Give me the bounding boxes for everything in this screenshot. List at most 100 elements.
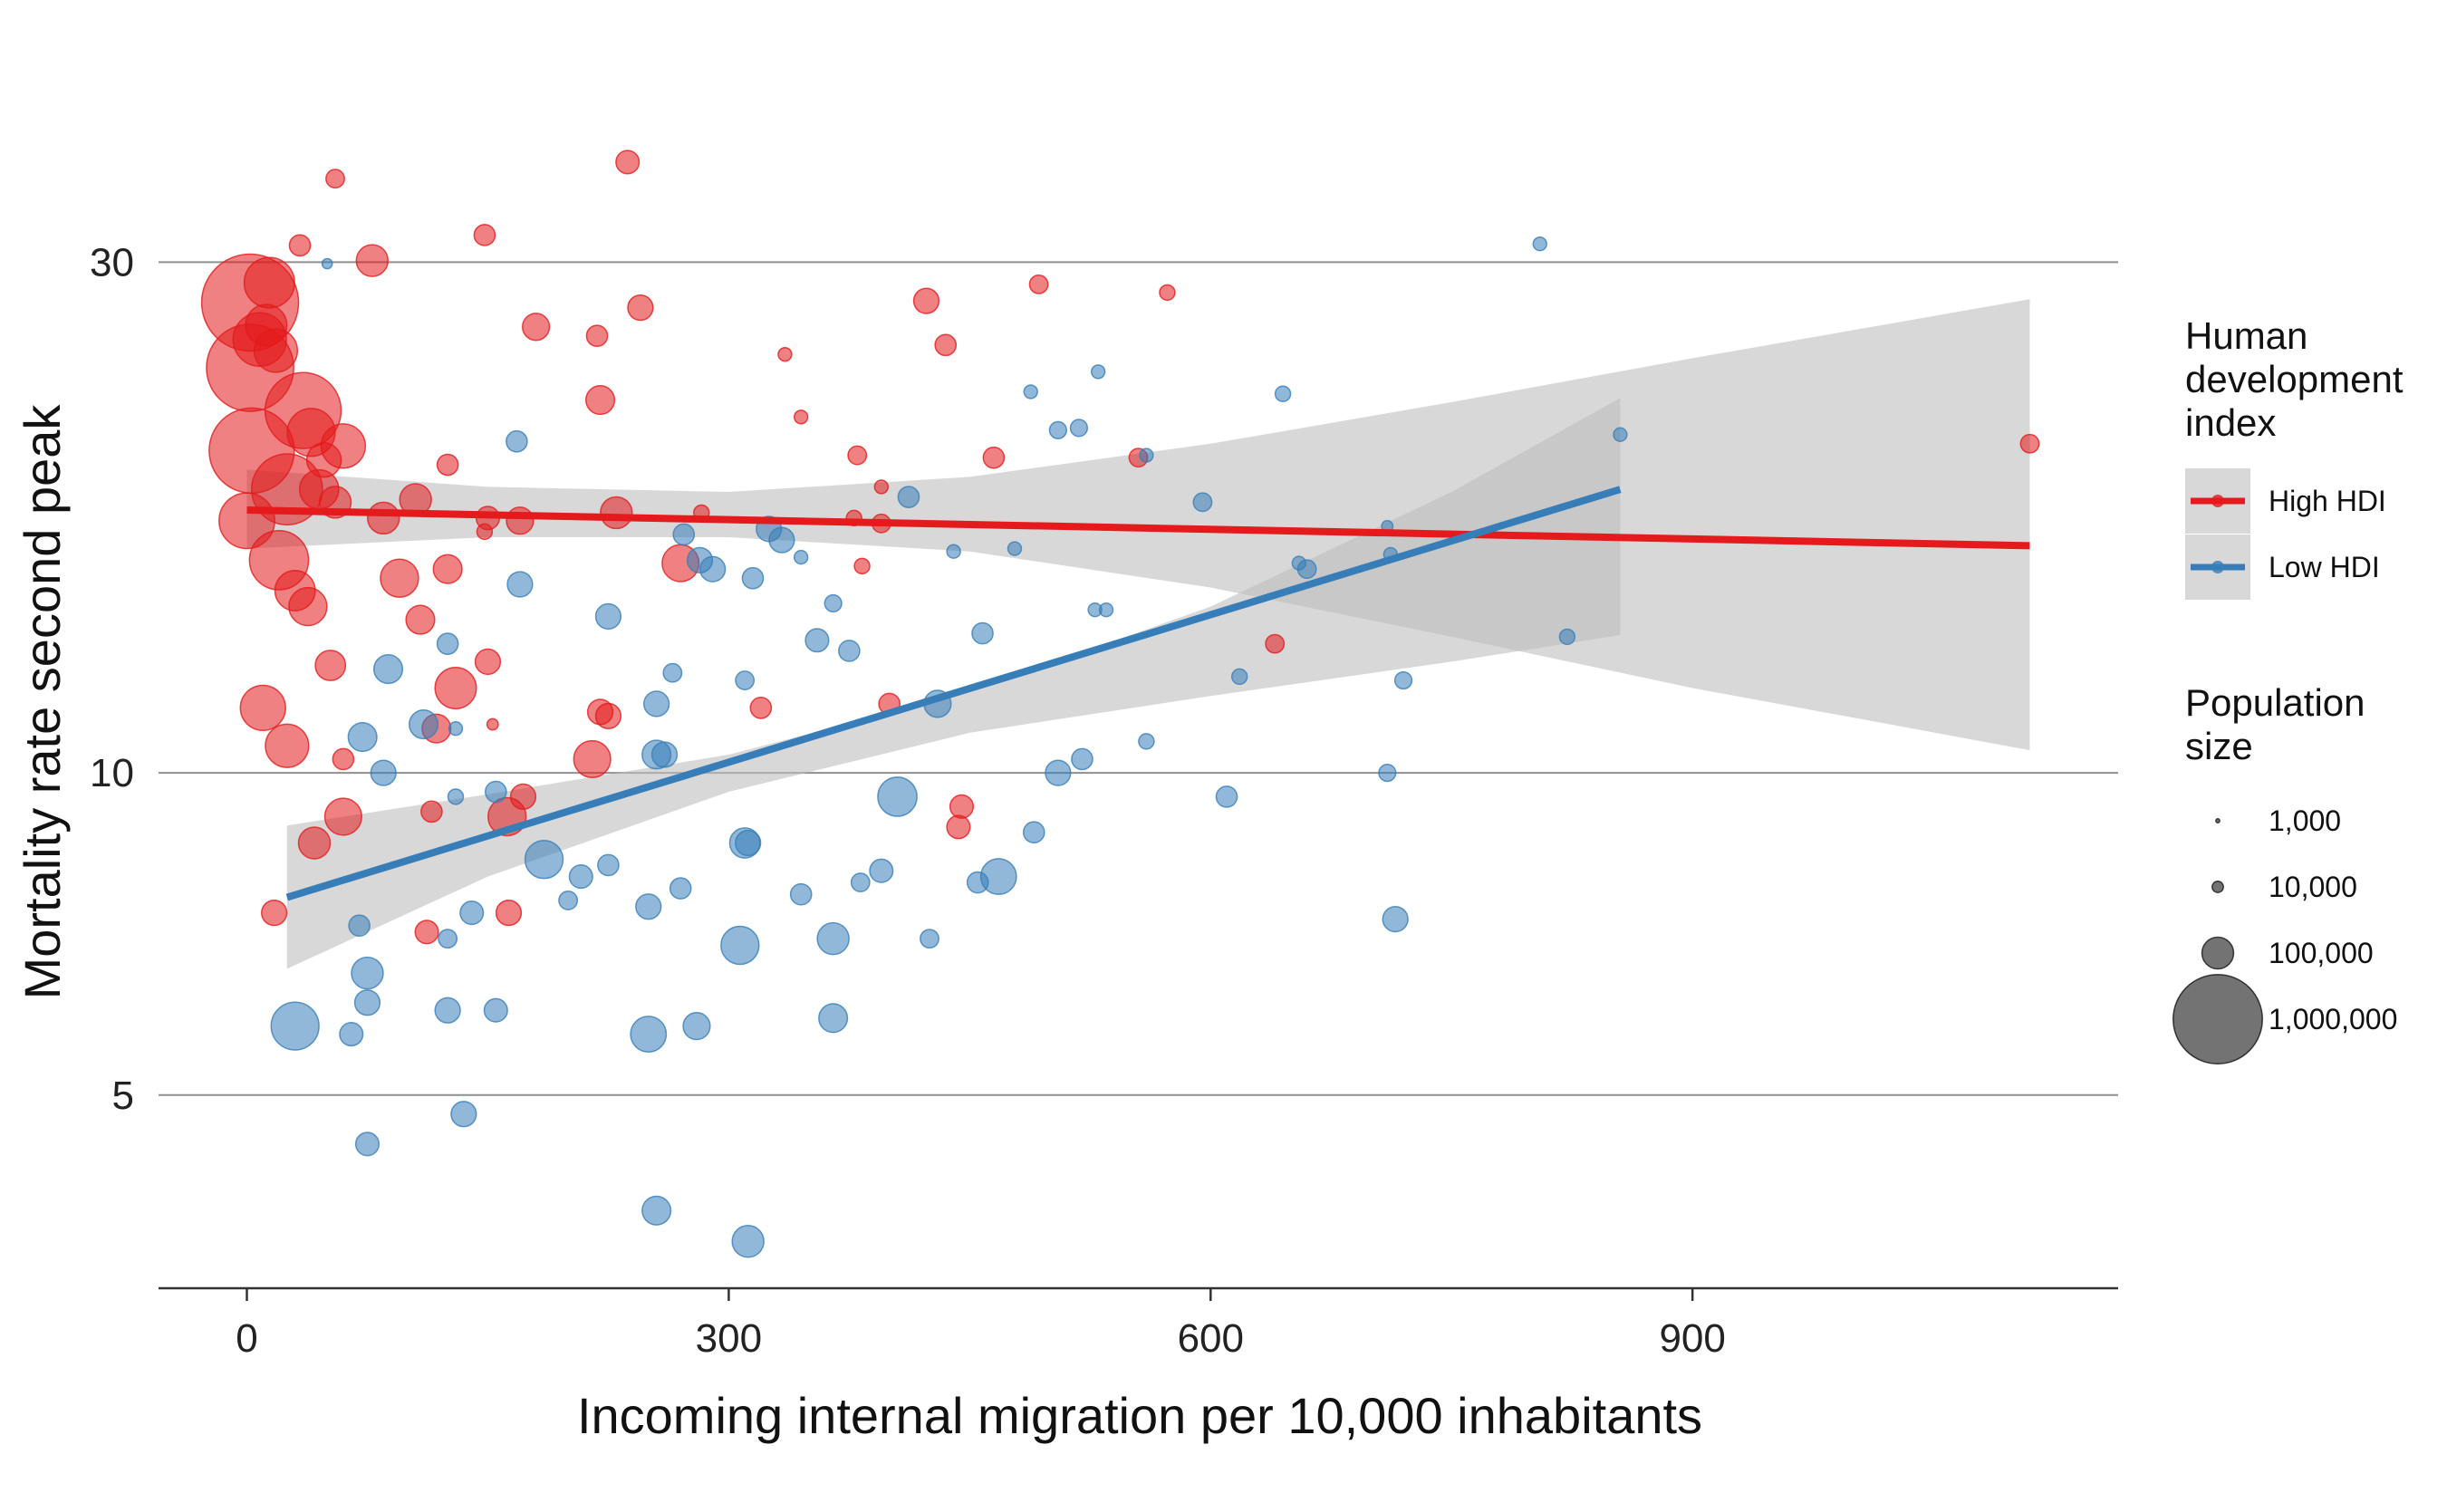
point-high-hdi [573,739,612,779]
point-low-hdi [506,429,528,453]
point-high-hdi [436,453,459,477]
point-high-hdi [615,149,641,175]
point-low-hdi [735,670,756,690]
point-high-hdi [380,558,419,598]
point-low-hdi [483,997,508,1023]
point-low-hdi [650,741,679,768]
point-low-hdi [438,929,458,949]
point-low-hdi [818,1003,849,1034]
point-high-hdi [218,492,275,550]
fit-lines [246,486,2030,901]
point-high-hdi [777,346,793,362]
legend-label-low-hdi: Low HDI [2269,551,2380,583]
point-low-hdi [436,632,459,655]
point-high-hdi [627,294,654,322]
fit-line-low-hdi [285,486,1622,901]
legend-size-keys: 1,000 10,000 100,000 1,000,000 [2172,804,2397,1065]
point-low-hdi [869,858,894,883]
point-low-hdi [1090,364,1106,380]
point-high-hdi [245,303,288,347]
point-low-hdi [641,1195,672,1226]
y-tick-label-5: 5 [112,1074,134,1118]
point-high-hdi [585,384,616,416]
point-low-hdi [459,900,485,926]
point-low-hdi [370,759,397,786]
point-low-hdi [838,640,861,662]
point-high-hdi [314,650,347,681]
point-high-hdi [946,814,971,840]
point-high-hdi [323,797,362,836]
point-high-hdi [473,224,496,246]
point-low-hdi [1382,905,1409,933]
ribbon-low-hdi [286,398,1621,969]
point-high-hdi [934,333,958,357]
point-low-hdi [741,566,765,590]
point-high-hdi [288,586,328,627]
point-high-hdi [486,717,499,731]
point-low-hdi [720,925,760,966]
point-low-hdi [662,662,683,683]
point-low-hdi [669,877,692,900]
legend-label-high-hdi: High HDI [2269,485,2386,517]
point-high-hdi [495,899,523,927]
point-high-hdi [432,554,463,584]
point-high-hdi [434,667,477,710]
point-low-hdi [966,871,989,894]
point-low-hdi [971,621,994,645]
point-high-hdi [1265,633,1286,654]
point-low-hdi [635,893,662,920]
legend-size-key-1 [2211,881,2224,893]
point-high-hdi [355,244,390,277]
legend-size-label-0: 1,000 [2269,804,2341,837]
point-high-hdi [265,723,310,768]
point-low-hdi [1393,670,1413,690]
point-low-hdi [804,628,830,653]
legend-size-label-1: 10,000 [2269,871,2357,903]
x-tick-label-0: 0 [236,1316,257,1361]
point-low-hdi [484,780,507,804]
point-low-hdi [447,788,465,805]
point-low-hdi [1138,733,1155,750]
point-low-hdi [642,690,670,717]
scatter-points [200,149,2040,1258]
point-low-hdi [597,853,620,877]
legend-hdi-title: Human development index [2185,314,2413,444]
y-axis-title: Mortality rate second peak [14,404,71,1000]
legend-hdi-keys: High HDI Low HDI [2185,468,2386,600]
point-low-hdi [321,257,333,270]
point-high-hdi [2019,433,2040,454]
point-low-hdi [594,602,622,631]
point-low-hdi [672,523,696,546]
point-high-hdi [585,324,609,348]
point-high-hdi [239,684,286,732]
point-low-hdi [448,720,464,737]
point-low-hdi [1291,555,1306,571]
point-low-hdi [920,929,939,949]
point-low-hdi [1192,492,1213,513]
point-high-hdi [297,826,332,860]
point-low-hdi [450,1101,477,1128]
point-low-hdi [1069,419,1089,438]
point-low-hdi [682,1011,711,1041]
legend-size-key-0 [2215,818,2221,823]
legend-size-label-3: 1,000,000 [2269,1003,2397,1035]
point-low-hdi [1613,427,1628,442]
point-low-hdi [768,526,795,554]
point-high-hdi [594,702,622,730]
point-low-hdi [850,872,871,892]
point-low-hdi [1007,541,1023,556]
y-tick-label-30: 30 [90,240,134,284]
point-low-hdi [1045,759,1072,786]
point-low-hdi [946,544,961,559]
point-high-hdi [912,287,940,314]
point-low-hdi [1230,668,1248,686]
point-low-hdi [339,1021,364,1047]
point-high-hdi [476,523,494,541]
point-low-hdi [351,956,384,990]
point-low-hdi [434,997,461,1024]
point-low-hdi [568,864,593,890]
point-low-hdi [1022,821,1045,844]
point-low-hdi [816,921,850,956]
